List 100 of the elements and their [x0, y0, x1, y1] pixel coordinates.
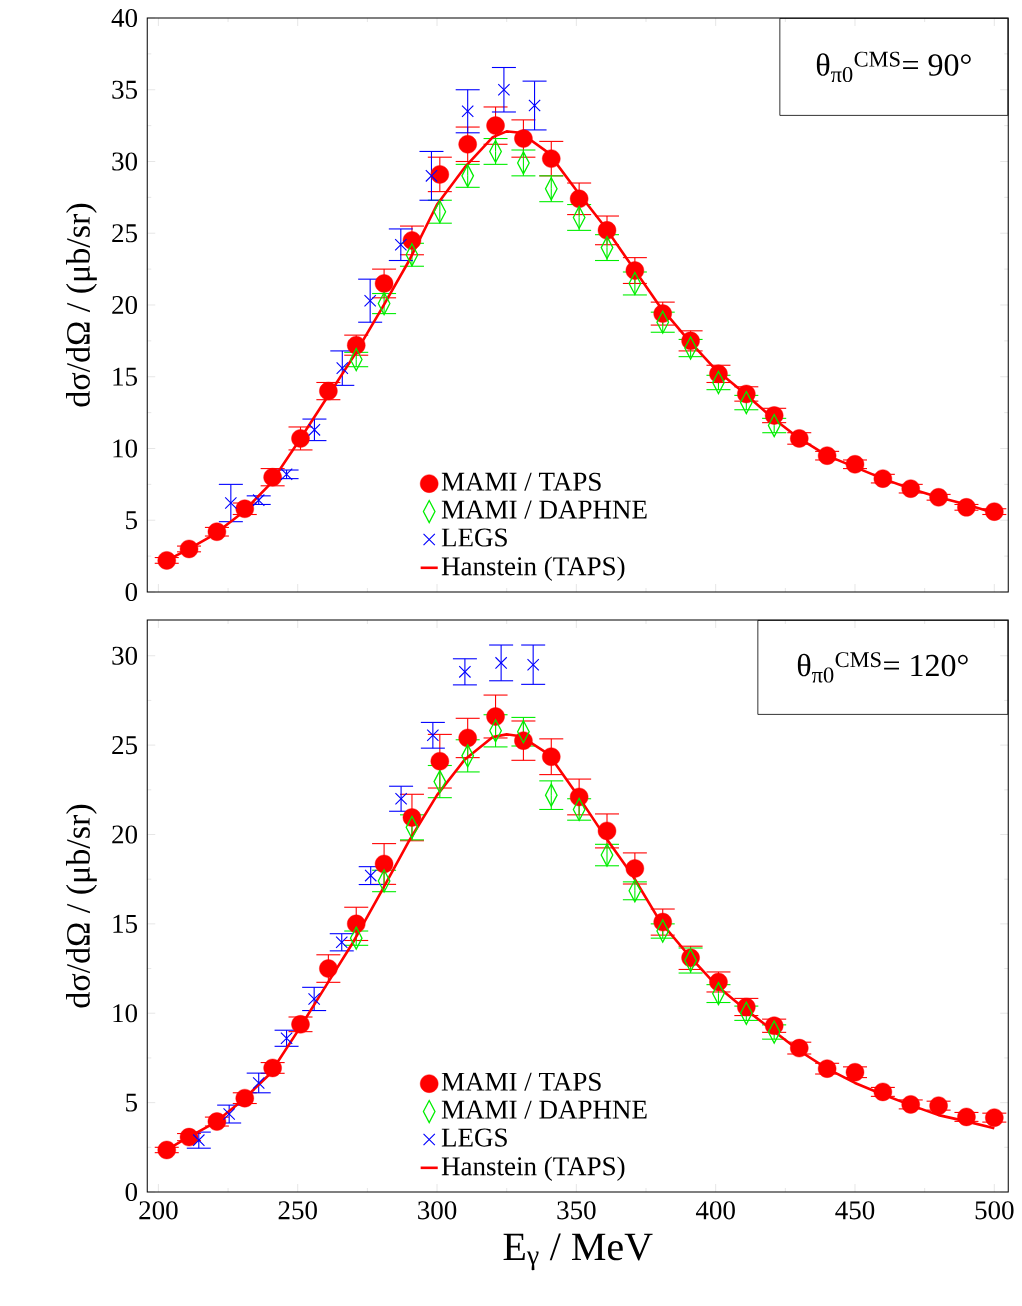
- legend-label: Hanstein (TAPS): [441, 1156, 625, 1181]
- point: [335, 936, 348, 949]
- annotation: θ$_{π0}$$^{CMS}$= 120°: [797, 652, 968, 683]
- legend-label: LEGS: [441, 1128, 507, 1147]
- point: [569, 189, 589, 208]
- x-axis-title: E$_{γ}$ / MeV: [503, 1233, 653, 1271]
- legend-label: MAMI / DAPHNE: [441, 500, 647, 519]
- point: [486, 707, 505, 726]
- point: [263, 467, 282, 487]
- y-tick-label: 15: [113, 367, 137, 386]
- y-tick-label: 20: [112, 825, 137, 844]
- point: [957, 1107, 976, 1127]
- point: [179, 539, 199, 559]
- point: [425, 169, 438, 183]
- point: [486, 116, 505, 135]
- point: [541, 149, 561, 168]
- point: [526, 658, 540, 671]
- point: [291, 1015, 310, 1034]
- point: [458, 728, 477, 748]
- point: [985, 502, 1004, 521]
- point: [929, 488, 948, 507]
- x-tick-label: 450: [835, 1201, 875, 1220]
- point: [394, 238, 407, 251]
- point: [222, 1107, 236, 1121]
- point: [873, 469, 892, 488]
- point: [280, 468, 293, 481]
- y-tick-label: 35: [112, 80, 137, 99]
- y-tick-label: 30: [112, 152, 137, 171]
- point: [157, 551, 176, 570]
- x-tick-label: 400: [695, 1201, 735, 1220]
- y-tick-label: 10: [113, 1004, 137, 1023]
- point: [263, 1058, 282, 1078]
- point: [308, 423, 321, 437]
- x-tick-label: 500: [975, 1201, 1014, 1220]
- y-axis-title: dσ/dΩ / (μb/sr): [65, 804, 97, 1008]
- x-tick-label: 350: [557, 1201, 596, 1220]
- point: [224, 496, 237, 510]
- point: [192, 1133, 205, 1147]
- point: [597, 221, 617, 240]
- legend-label: LEGS: [441, 528, 507, 547]
- point: [528, 99, 541, 112]
- y-tick-label: 30: [112, 646, 137, 665]
- point: [873, 1082, 892, 1102]
- y-tick-label: 5: [126, 1093, 137, 1112]
- point: [335, 361, 349, 375]
- point: [901, 1095, 920, 1114]
- point: [514, 129, 533, 148]
- legend-label: MAMI / TAPS: [441, 1072, 601, 1091]
- annotation: θ$_{π0}$$^{CMS}$= 90°: [816, 51, 971, 83]
- point: [817, 446, 837, 465]
- point: [252, 493, 265, 507]
- point: [374, 274, 394, 293]
- point: [541, 747, 561, 766]
- point: [207, 1112, 226, 1131]
- point: [374, 854, 394, 874]
- y-tick-label: 40: [111, 8, 137, 28]
- point: [845, 455, 865, 474]
- point: [497, 83, 511, 96]
- y-tick-label: 0: [125, 1182, 137, 1202]
- x-tick-label: 200: [139, 1201, 178, 1220]
- point: [985, 1108, 1004, 1127]
- point: [901, 479, 920, 498]
- point: [461, 105, 474, 118]
- point: [430, 752, 449, 771]
- point: [179, 1127, 199, 1147]
- point: [430, 165, 449, 184]
- point: [307, 992, 321, 1006]
- point: [458, 135, 477, 154]
- y-tick-label: 10: [113, 439, 137, 458]
- point: [363, 294, 377, 307]
- point: [346, 914, 366, 934]
- y-tick-label: 25: [112, 224, 137, 243]
- y-tick-label: 0: [125, 582, 137, 602]
- legend-label: MAMI / TAPS: [441, 472, 601, 491]
- point: [235, 1088, 254, 1108]
- point: [494, 656, 508, 670]
- x-tick-label: 300: [417, 1201, 457, 1220]
- y-tick-label: 5: [126, 511, 137, 530]
- point: [957, 498, 976, 517]
- point: [458, 665, 471, 679]
- point: [319, 959, 338, 978]
- point: [364, 869, 377, 882]
- x-tick-label: 250: [278, 1201, 317, 1220]
- y-tick-label: 20: [112, 295, 137, 315]
- point: [597, 821, 617, 841]
- legend-label: Hanstein (TAPS): [441, 556, 625, 581]
- point: [394, 792, 408, 805]
- point: [426, 729, 439, 742]
- y-tick-label: 25: [112, 736, 137, 755]
- point: [157, 1140, 176, 1160]
- y-axis-title: dσ/dΩ / (μb/sr): [65, 203, 97, 407]
- point: [625, 859, 644, 878]
- point: [625, 261, 644, 280]
- point: [252, 1076, 265, 1090]
- legend-label: MAMI / DAPHNE: [441, 1100, 647, 1119]
- point: [929, 1096, 948, 1115]
- y-tick-label: 15: [113, 914, 137, 933]
- point: [235, 499, 254, 518]
- point: [207, 522, 226, 541]
- point: [280, 1032, 293, 1045]
